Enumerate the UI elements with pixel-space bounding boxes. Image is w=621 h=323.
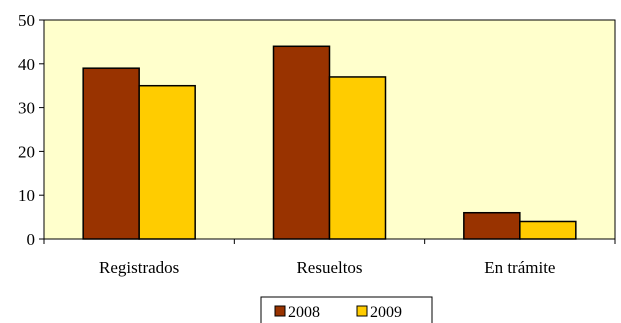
y-axis: 0 10 20 30 40 50 bbox=[18, 11, 44, 249]
x-category-label: En trámite bbox=[484, 258, 555, 277]
bar-2009-en-trámite bbox=[519, 220, 577, 240]
bar-2008-resueltos bbox=[272, 45, 331, 240]
y-tick-label: 10 bbox=[18, 186, 35, 205]
y-tick-label: 20 bbox=[18, 142, 35, 161]
legend: 2008 2009 bbox=[260, 296, 433, 323]
bars bbox=[82, 45, 577, 240]
legend-swatch-2008 bbox=[274, 305, 286, 317]
y-tick-label: 50 bbox=[18, 11, 35, 30]
x-category-label: Registrados bbox=[99, 258, 179, 277]
y-tick-label: 30 bbox=[18, 99, 35, 118]
bar-2009-registrados bbox=[138, 84, 196, 240]
x-category-label: Resueltos bbox=[296, 258, 362, 277]
y-tick-label: 40 bbox=[18, 55, 35, 74]
legend-box bbox=[260, 296, 433, 323]
x-axis: Registrados Resueltos En trámite bbox=[43, 239, 616, 277]
bar-2008-registrados bbox=[82, 67, 140, 240]
y-tick-label: 0 bbox=[27, 230, 36, 249]
bar-2008-en-trámite bbox=[463, 211, 521, 240]
legend-label-2009: 2009 bbox=[370, 304, 402, 321]
legend-label-2008: 2008 bbox=[288, 304, 320, 321]
bar-2009-resueltos bbox=[328, 76, 387, 240]
legend-swatch-2009 bbox=[356, 305, 368, 317]
